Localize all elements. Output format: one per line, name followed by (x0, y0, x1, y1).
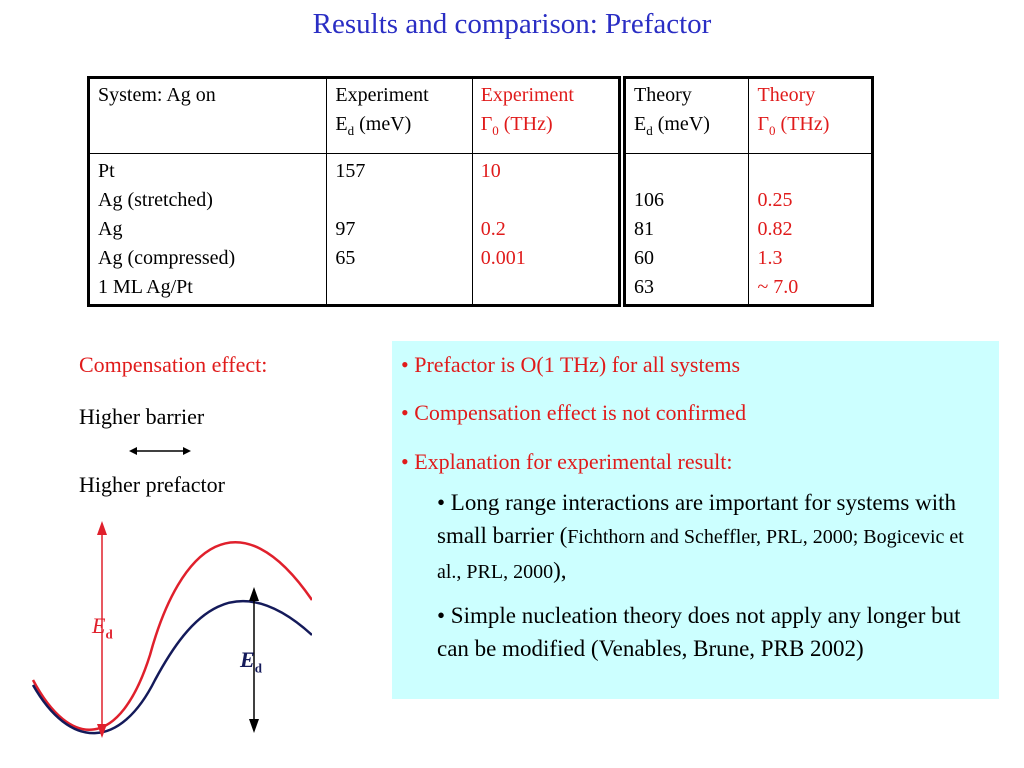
systems-column: Pt Ag (stretched) Ag Ag (compressed) 1 M… (87, 153, 328, 306)
table-cell: ~ 7.0 (757, 276, 799, 298)
table-cell: Pt (98, 160, 115, 182)
table-cell: 0.25 (757, 189, 793, 211)
table-cell (481, 273, 612, 302)
table-cell: 106 (634, 189, 664, 211)
experiment-table-header-row: System: Ag on Experiment Ed (meV) Experi… (87, 77, 621, 154)
theory-ed-column: 106 81 60 63 (623, 153, 750, 306)
theory-table: Theory Ed (meV) Theory Γ0 (THz) 106 81 6… (623, 76, 874, 307)
compensation-line-barrier: Higher barrier (79, 404, 205, 429)
table-cell: 1 ML Ag/Pt (98, 276, 193, 298)
conclusions-panel (392, 341, 999, 699)
header-system: System: Ag on (87, 77, 328, 154)
bullet-prefactor: • Prefactor is O(1 THz) for all systems (401, 352, 741, 377)
bullet-explanation: • Explanation for experimental result: (401, 449, 733, 474)
table-cell: Ag (compressed) (98, 247, 236, 269)
table-cell (634, 157, 742, 186)
header-theory-gamma0: Theory Γ0 (THz) (748, 77, 873, 154)
sub-bullet-long-range: • Long range interactions are important … (437, 490, 964, 583)
bullet-compensation: • Compensation effect is not confirmed (401, 400, 747, 425)
table-cell: 97 (335, 218, 356, 240)
table-cell: 157 (335, 160, 366, 182)
ed-red-label: Ed (92, 613, 113, 642)
theory-table-body-row: 106 81 60 63 0.25 0.82 1.3 ~ 7.0 (623, 153, 873, 306)
table-cell (335, 273, 465, 302)
header-experiment-gamma0: Experiment Γ0 (THz) (471, 77, 621, 154)
barrier-figure: Ed Ed (30, 505, 312, 750)
table-cell: Ag (stretched) (98, 189, 213, 211)
theory-gamma0-column: 0.25 0.82 1.3 ~ 7.0 (748, 153, 873, 306)
table-cell: 1.3 (757, 247, 783, 269)
citation-text: Fichthorn and Scheffler, PRL, 2000; Bogi… (437, 526, 964, 583)
ed-navy-label: Ed (240, 647, 262, 676)
table-cell: 65 (335, 247, 356, 269)
sub-bullet-nucleation: • Simple nucleation theory does not appl… (437, 603, 961, 661)
table-cell (757, 157, 865, 186)
header-theory-ed: Theory Ed (meV) (623, 77, 750, 154)
table-cell (481, 186, 612, 215)
table-cell (335, 186, 465, 215)
table-cell: 0.82 (757, 218, 793, 240)
table-cell: 63 (634, 276, 654, 298)
header-experiment-ed: Experiment Ed (meV) (326, 77, 473, 154)
compensation-line-prefactor: Higher prefactor (79, 472, 225, 497)
table-cell: 81 (634, 218, 654, 240)
experiment-table: System: Ag on Experiment Ed (meV) Experi… (87, 76, 621, 307)
experiment-table-body-row: Pt Ag (stretched) Ag Ag (compressed) 1 M… (87, 153, 621, 306)
experiment-gamma0-column: 10 0.2 0.001 (471, 153, 621, 306)
compensation-heading: Compensation effect: (79, 352, 268, 377)
slide-title: Results and comparison: Prefactor (312, 8, 712, 40)
double-arrow-icon (128, 442, 192, 465)
table-cell: 0.001 (480, 247, 526, 269)
theory-table-header-row: Theory Ed (meV) Theory Γ0 (THz) (623, 77, 873, 154)
table-cell: 10 (480, 160, 501, 182)
table-cell: Ag (98, 218, 123, 240)
table-cell: 60 (634, 247, 654, 269)
table-cell: 0.2 (480, 218, 506, 240)
experiment-ed-column: 157 97 65 (326, 153, 473, 306)
